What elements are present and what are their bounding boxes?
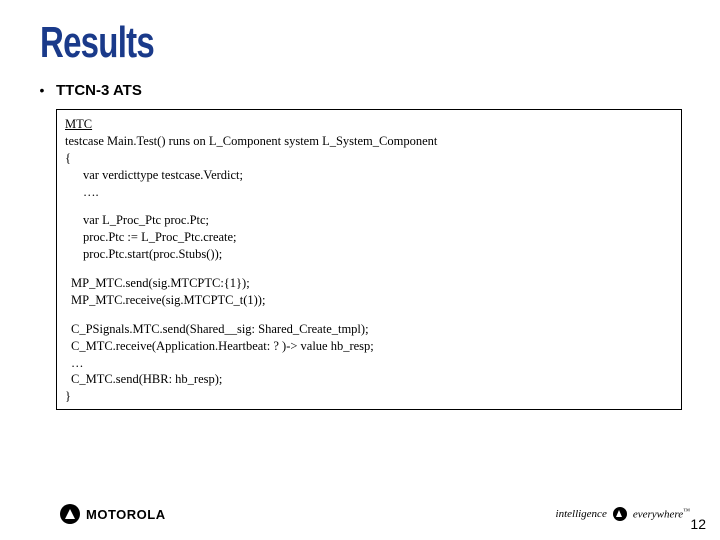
code-line: …: [65, 355, 673, 372]
page-number: 12: [690, 516, 706, 532]
code-box: MTC testcase Main.Test() runs on L_Compo…: [56, 109, 682, 410]
code-line: MTC: [65, 116, 673, 133]
code-line: MP_MTC.send(sig.MTCPTC:{1});: [65, 275, 673, 292]
code-line: var verdicttype testcase.Verdict;: [65, 167, 673, 184]
footer: MOTOROLA intelligence everywhere™: [0, 500, 720, 528]
motorola-m-small-icon: [613, 507, 627, 521]
spacer: [65, 309, 673, 321]
code-line: proc.Ptc := L_Proc_Ptc.create;: [65, 229, 673, 246]
code-line: ….: [65, 184, 673, 201]
code-line: C_MTC.receive(Application.Heartbeat: ? )…: [65, 338, 673, 355]
bullet-row: • TTCN-3 ATS: [28, 82, 692, 99]
brand-logo-left: MOTOROLA: [60, 504, 166, 524]
slide-title: Results: [40, 18, 529, 68]
code-line: }: [65, 388, 673, 405]
brand-tagline-right: intelligence everywhere™: [556, 507, 690, 521]
code-line: var L_Proc_Ptc proc.Ptc;: [65, 212, 673, 229]
spacer: [65, 263, 673, 275]
brand-name: MOTOROLA: [86, 507, 166, 522]
code-line: C_PSignals.MTC.send(Shared__sig: Shared_…: [65, 321, 673, 338]
code-line: testcase Main.Test() runs on L_Component…: [65, 133, 673, 150]
bullet-text: TTCN-3 ATS: [56, 82, 142, 99]
spacer: [65, 200, 673, 212]
code-line: MP_MTC.receive(sig.MTCPTC_t(1));: [65, 292, 673, 309]
tagline-intelligence: intelligence: [556, 508, 607, 520]
bullet-marker: •: [28, 82, 56, 98]
code-line: proc.Ptc.start(proc.Stubs());: [65, 246, 673, 263]
code-line: C_MTC.send(HBR: hb_resp);: [65, 371, 673, 388]
slide: Results • TTCN-3 ATS MTC testcase Main.T…: [0, 0, 720, 540]
motorola-m-icon: [60, 504, 80, 524]
tagline-everywhere: everywhere™: [633, 507, 690, 521]
code-line: {: [65, 150, 673, 167]
